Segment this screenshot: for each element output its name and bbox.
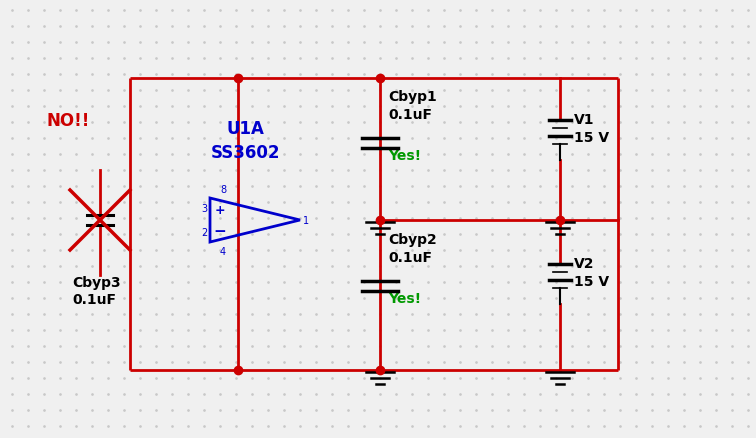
Text: NO!!: NO!! xyxy=(46,112,90,130)
Text: 8: 8 xyxy=(220,184,226,194)
Text: Yes!: Yes! xyxy=(388,148,421,162)
Text: 4: 4 xyxy=(220,247,226,256)
Text: +: + xyxy=(215,204,225,217)
Text: U1A: U1A xyxy=(226,120,264,138)
Text: SS3602: SS3602 xyxy=(210,144,280,162)
Text: V2
15 V: V2 15 V xyxy=(574,256,609,289)
Text: Cbyp1
0.1uF: Cbyp1 0.1uF xyxy=(388,90,437,121)
Text: V1
15 V: V1 15 V xyxy=(574,113,609,145)
Text: Cbyp2
0.1uF: Cbyp2 0.1uF xyxy=(388,233,437,264)
Text: −: − xyxy=(214,223,226,238)
Text: 1: 1 xyxy=(303,215,309,226)
Text: 2: 2 xyxy=(201,227,207,237)
Text: Cbyp3
0.1uF: Cbyp3 0.1uF xyxy=(72,276,121,307)
Text: Yes!: Yes! xyxy=(388,291,421,305)
Text: 3: 3 xyxy=(201,204,207,213)
